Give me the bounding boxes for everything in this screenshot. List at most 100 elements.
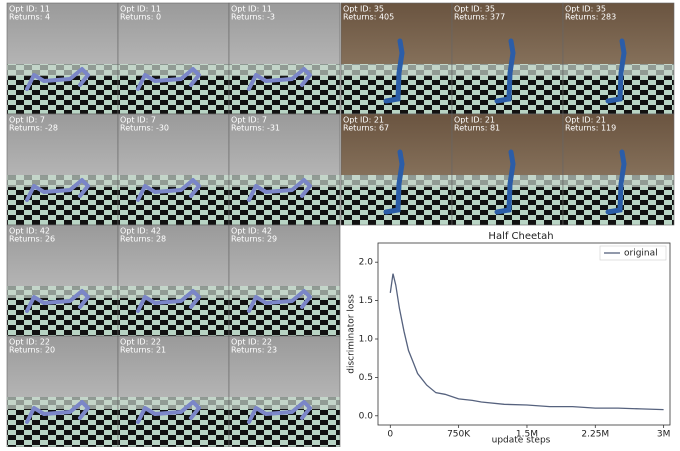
opt-id: Opt ID: 11 xyxy=(231,5,272,14)
opt-id: Opt ID: 42 xyxy=(231,227,272,236)
sky xyxy=(452,114,563,176)
sky xyxy=(563,3,674,65)
returns: Returns: 81 xyxy=(454,124,500,133)
opt-id: Opt ID: 21 xyxy=(343,116,384,125)
cheetah xyxy=(25,67,90,91)
cheetah xyxy=(136,289,201,313)
returns: Returns: -3 xyxy=(231,13,275,22)
cheetah xyxy=(136,178,201,202)
opt-id: Opt ID: 42 xyxy=(120,227,161,236)
sky xyxy=(7,225,118,287)
x-tick-label: 0 xyxy=(387,430,393,440)
returns: Returns: 0 xyxy=(120,13,161,22)
chart: Half Cheetah update steps discriminator … xyxy=(347,231,671,446)
returns: Returns: -30 xyxy=(120,124,169,133)
sky xyxy=(563,114,674,176)
cheetah xyxy=(136,67,201,91)
hopper xyxy=(494,38,516,104)
opt-id: Opt ID: 21 xyxy=(454,116,495,125)
sky xyxy=(118,225,229,287)
plot-frame xyxy=(377,242,671,426)
opt-id: Opt ID: 35 xyxy=(454,5,495,14)
hopper xyxy=(383,38,405,104)
opt-id: Opt ID: 11 xyxy=(9,5,50,14)
legend-box xyxy=(599,245,667,261)
opt-id: Opt ID: 7 xyxy=(231,116,267,125)
floor-haze xyxy=(229,286,340,299)
x-tick-label: 750K xyxy=(447,430,471,440)
y-tick-label: 2.0 xyxy=(359,258,374,268)
floor-haze xyxy=(229,175,340,188)
floor-haze xyxy=(229,64,340,77)
floor-haze xyxy=(7,286,118,299)
opt-id: Opt ID: 22 xyxy=(9,338,50,347)
cheetah xyxy=(247,289,312,313)
hopper xyxy=(605,149,627,215)
floor-haze xyxy=(118,286,229,299)
returns: Returns: 29 xyxy=(231,235,277,244)
sky xyxy=(7,114,118,176)
x-tick-label: 2.25M xyxy=(581,430,609,440)
frame-border xyxy=(562,113,675,226)
floor-haze xyxy=(118,397,229,410)
sky xyxy=(229,225,340,287)
hopper xyxy=(383,149,405,215)
cheetah xyxy=(247,67,312,91)
sky xyxy=(229,3,340,65)
returns: Returns: 283 xyxy=(565,13,616,22)
floor-haze xyxy=(563,64,674,77)
returns: Returns: 67 xyxy=(343,124,389,133)
y-tick-label: 0.0 xyxy=(359,411,374,421)
floor-haze xyxy=(118,175,229,188)
x-tick-label: 3M xyxy=(657,430,671,440)
line xyxy=(389,273,664,411)
legend-label: original xyxy=(624,249,658,259)
returns: Returns: 28 xyxy=(120,235,166,244)
floor-haze xyxy=(7,64,118,77)
returns: Returns: 377 xyxy=(454,13,505,22)
sky xyxy=(118,336,229,398)
opt-id: Opt ID: 7 xyxy=(120,116,156,125)
opt-id: Opt ID: 22 xyxy=(120,338,161,347)
returns: Returns: 26 xyxy=(9,235,55,244)
sky xyxy=(7,336,118,398)
y-axis-label: discriminator loss xyxy=(347,294,357,374)
y-tick-label: 0.5 xyxy=(359,373,373,383)
floor-haze xyxy=(341,175,452,188)
x-tick-label: 1.5M xyxy=(516,430,538,440)
returns: Returns: 23 xyxy=(231,346,277,355)
floor-haze xyxy=(7,175,118,188)
sky xyxy=(118,114,229,176)
returns: Returns: 20 xyxy=(9,346,55,355)
x-axis-label: update steps xyxy=(492,436,551,446)
cheetah xyxy=(136,400,201,424)
chart-title: Half Cheetah xyxy=(488,231,553,242)
sky xyxy=(118,3,229,65)
cheetah xyxy=(247,178,312,202)
returns: Returns: -31 xyxy=(231,124,280,133)
floor-haze xyxy=(118,64,229,77)
cheetah xyxy=(25,289,90,313)
floor-haze xyxy=(452,175,563,188)
opt-id: Opt ID: 42 xyxy=(9,227,50,236)
returns: Returns: 405 xyxy=(343,13,394,22)
returns: Returns: 21 xyxy=(120,346,166,355)
sky xyxy=(452,3,563,65)
y-tick-label: 1.5 xyxy=(359,296,373,306)
sky xyxy=(229,114,340,176)
